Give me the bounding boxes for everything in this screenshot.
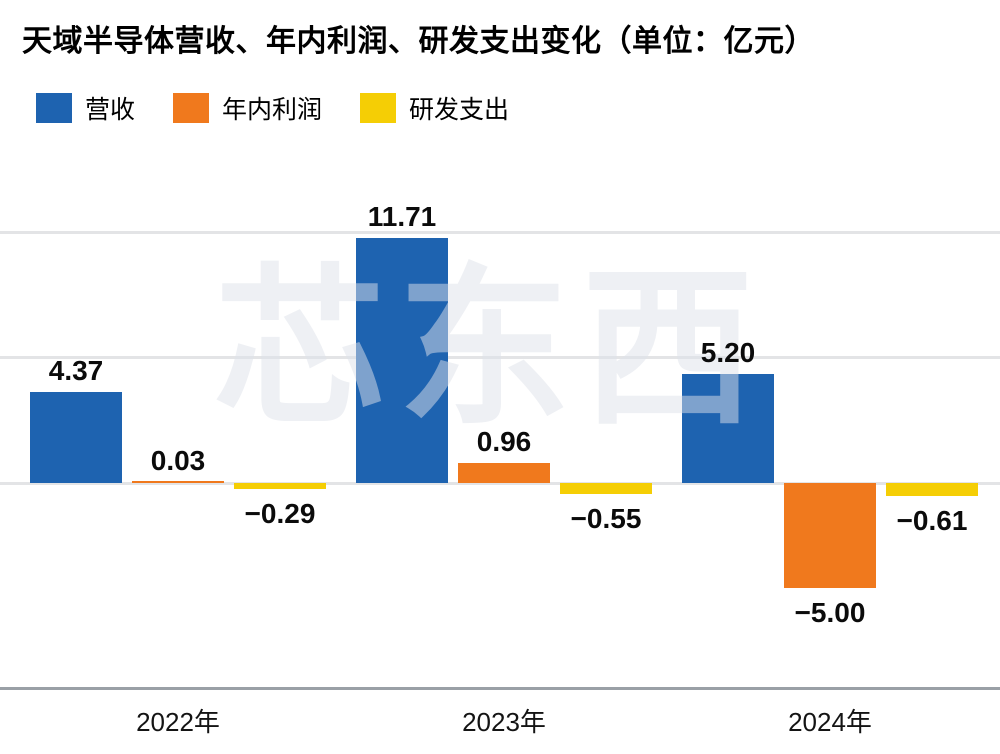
bar-研发支出-2022年 bbox=[234, 483, 326, 490]
legend: 营收 年内利润 研发支出 bbox=[36, 90, 509, 126]
gridline-0 bbox=[0, 481, 1000, 485]
x-tick-label-2023: 2023年 bbox=[462, 707, 546, 737]
chart-title: 天域半导体营收、年内利润、研发支出变化（单位：亿元） bbox=[22, 25, 815, 58]
legend-item-revenue: 营收 bbox=[36, 90, 135, 126]
bar-营收-2023年 bbox=[356, 238, 448, 483]
bar-value-label-研发支出-2024年: −0.61 bbox=[896, 504, 968, 536]
bar-value-label-营收-2024年: 5.20 bbox=[700, 337, 756, 369]
legend-label-profit: 年内利润 bbox=[222, 96, 323, 124]
gridline-12 bbox=[0, 230, 1000, 234]
legend-swatch-profit bbox=[173, 93, 210, 123]
x-tick-label-2024: 2024年 bbox=[788, 707, 872, 737]
bar-研发支出-2024年 bbox=[886, 483, 978, 496]
x-axis-line bbox=[0, 687, 1000, 690]
bar-value-label-营收-2022年: 4.37 bbox=[48, 354, 104, 386]
legend-label-revenue: 营收 bbox=[85, 96, 136, 124]
bar-value-label-年内利润-2022年: 0.03 bbox=[150, 445, 206, 477]
legend-swatch-rnd bbox=[360, 93, 397, 123]
bar-value-label-年内利润-2024年: −5.00 bbox=[794, 596, 866, 628]
gridline-6 bbox=[0, 356, 1000, 360]
legend-label-rnd: 研发支出 bbox=[409, 96, 510, 124]
bar-value-label-研发支出-2023年: −0.55 bbox=[570, 503, 642, 535]
bar-value-label-年内利润-2023年: 0.96 bbox=[476, 425, 532, 457]
bar-value-label-研发支出-2022年: −0.29 bbox=[244, 498, 316, 530]
x-tick-label-2022: 2022年 bbox=[136, 707, 220, 737]
bar-年内利润-2023年 bbox=[458, 462, 550, 483]
legend-item-rnd: 研发支出 bbox=[360, 90, 509, 126]
bar-年内利润-2022年 bbox=[132, 481, 224, 483]
legend-swatch-revenue bbox=[36, 93, 72, 123]
bar-研发支出-2023年 bbox=[560, 483, 652, 495]
bar-value-label-营收-2023年: 11.71 bbox=[367, 201, 437, 233]
bar-营收-2024年 bbox=[682, 374, 774, 483]
bar-年内利润-2024年 bbox=[784, 483, 876, 588]
legend-item-profit: 年内利润 bbox=[173, 90, 322, 126]
bar-营收-2022年 bbox=[30, 391, 122, 483]
